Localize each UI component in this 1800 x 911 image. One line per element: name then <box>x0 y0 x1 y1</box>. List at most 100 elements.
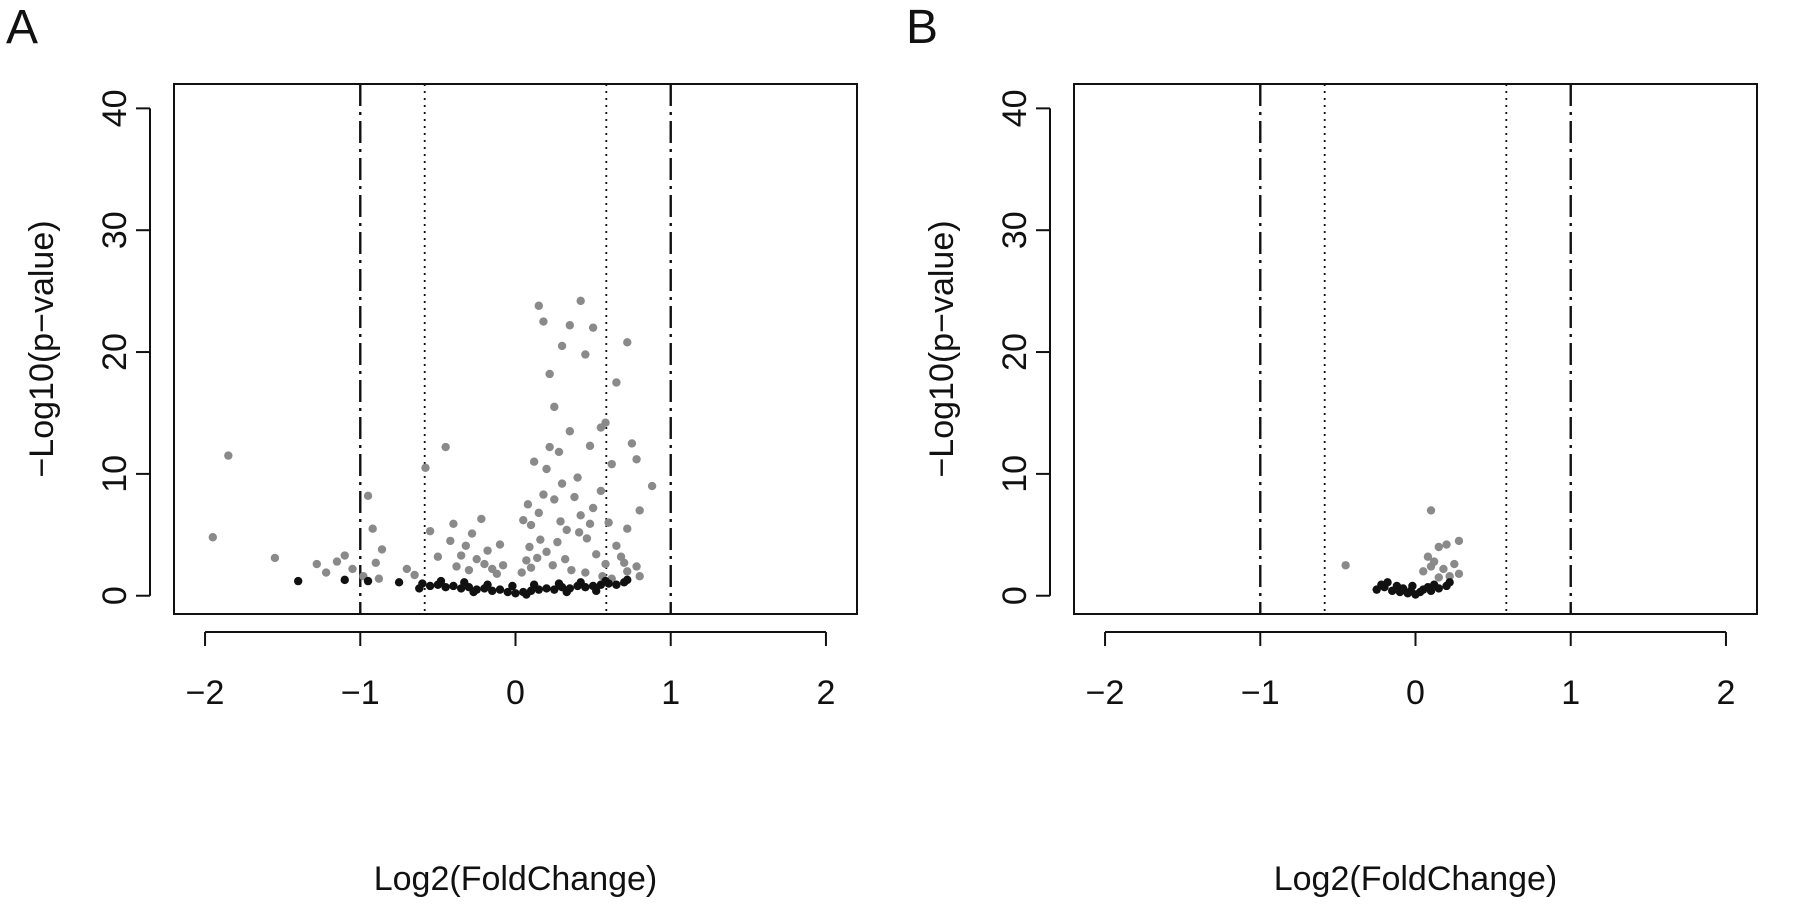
significant-point <box>224 451 233 460</box>
significant-point <box>525 542 534 552</box>
significant-point <box>619 558 629 568</box>
significant-point <box>1454 569 1464 578</box>
significant-point <box>1434 573 1443 582</box>
significant-point <box>601 418 610 427</box>
significant-point <box>519 515 528 525</box>
non-significant-point <box>554 579 564 588</box>
significant-point <box>632 455 641 464</box>
significant-point <box>1341 561 1350 570</box>
y-tick-label: 0 <box>96 586 134 605</box>
significant-point <box>402 564 412 574</box>
significant-point <box>348 564 357 574</box>
significant-point <box>467 529 477 538</box>
non-significant-point <box>542 584 551 593</box>
non-significant-point <box>511 589 520 598</box>
non-significant-point <box>415 584 424 593</box>
x-tick-label: 1 <box>661 674 680 712</box>
significant-point <box>557 479 567 488</box>
y-tick-label: 10 <box>996 455 1034 493</box>
non-significant-point <box>293 576 303 586</box>
significant-point <box>533 553 542 563</box>
significant-point <box>526 563 536 572</box>
significant-point <box>574 528 584 537</box>
non-significant-point <box>1377 580 1386 589</box>
significant-point <box>562 525 571 535</box>
x-tick-label: 2 <box>816 674 835 712</box>
significant-point <box>477 514 486 524</box>
non-significant-point <box>623 575 632 585</box>
y-tick-label: 40 <box>96 89 134 127</box>
significant-point <box>446 536 455 546</box>
non-significant-point <box>363 576 373 586</box>
non-significant-point <box>1408 581 1417 591</box>
significant-point <box>1454 536 1464 546</box>
significant-point <box>581 568 590 577</box>
significant-point <box>483 546 492 555</box>
significant-point <box>592 550 601 559</box>
plot-frame <box>173 83 858 615</box>
significant-point <box>612 541 621 550</box>
non-significant-point <box>503 587 512 597</box>
non-significant-point <box>441 582 450 592</box>
significant-point <box>368 524 377 533</box>
significant-point <box>425 526 435 536</box>
significant-point <box>534 508 543 518</box>
significant-point <box>585 519 595 529</box>
significant-point <box>1426 562 1436 571</box>
significant-point <box>635 572 644 581</box>
significant-point <box>433 552 443 561</box>
x-tick-label: −1 <box>341 674 380 712</box>
significant-point <box>565 321 575 330</box>
significant-point <box>498 561 508 570</box>
significant-point <box>556 517 565 526</box>
plot-frame <box>1073 83 1758 615</box>
significant-point <box>539 317 548 326</box>
significant-point <box>534 301 543 310</box>
significant-point <box>1423 552 1433 561</box>
non-significant-point <box>508 581 517 591</box>
significant-point <box>270 553 280 563</box>
significant-point <box>576 296 585 306</box>
non-significant-point <box>340 575 349 585</box>
significant-point <box>623 524 632 533</box>
significant-point <box>570 492 579 502</box>
panel-letter: B <box>906 1 939 54</box>
significant-point <box>495 540 505 549</box>
significant-point <box>332 557 342 566</box>
x-axis-label: Log2(FoldChange) <box>373 860 658 898</box>
significant-point <box>601 559 610 569</box>
y-tick-label: 40 <box>996 89 1034 127</box>
significant-point <box>550 495 559 504</box>
significant-point <box>208 533 218 542</box>
significant-point <box>632 562 641 571</box>
significant-point <box>604 518 613 527</box>
significant-point <box>557 341 567 351</box>
panel-a: A −2 −1 0 1 2 0 10 20 30 40 −Log10(p−value) Log2(… <box>6 1 858 898</box>
significant-point <box>623 338 632 347</box>
significant-point <box>539 490 548 499</box>
significant-point <box>554 447 564 457</box>
significant-point <box>612 378 621 387</box>
significant-point <box>573 473 582 482</box>
significant-point <box>635 506 644 515</box>
x-tick-label: 0 <box>506 674 525 712</box>
significant-point <box>545 369 554 379</box>
panel-b: B −2 −1 0 1 2 0 10 20 30 40 −Log10(p−value) Log2(… <box>900 0 1800 911</box>
y-tick-label: 20 <box>96 333 134 371</box>
significant-point <box>492 569 502 578</box>
significant-point <box>371 558 380 568</box>
significant-point <box>588 323 598 332</box>
significant-point <box>560 554 570 564</box>
non-significant-point <box>460 578 469 587</box>
significant-point <box>536 535 545 544</box>
significant-point <box>456 551 466 560</box>
significant-point <box>607 459 616 469</box>
non-significant-point <box>529 580 539 589</box>
non-significant-point <box>1434 584 1443 593</box>
significant-point <box>596 486 606 496</box>
significant-point <box>576 511 585 520</box>
non-significant-point <box>469 587 478 597</box>
significant-point <box>1450 559 1459 569</box>
non-significant-point <box>495 585 505 594</box>
